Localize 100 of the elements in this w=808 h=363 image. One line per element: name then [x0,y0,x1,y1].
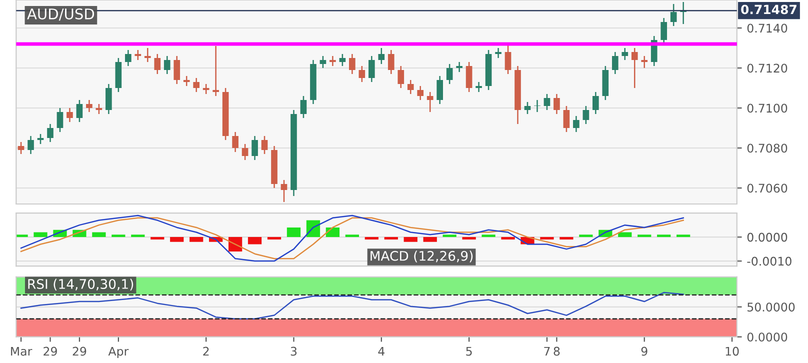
candlestick [37,133,44,145]
candlestick [582,105,590,125]
candlestick [47,123,54,143]
candlestick [28,135,34,155]
bar [131,234,145,238]
candlestick [446,63,453,85]
candlestick [280,179,288,203]
x-tick-label: 29 [44,346,57,356]
candlestick [573,115,580,133]
candlestick [660,17,668,45]
candlestick [18,141,24,155]
x-tick-label: 4 [378,346,384,356]
candlestick [622,47,628,61]
bar [638,234,652,238]
candlestick [407,79,414,95]
candlestick [330,55,336,67]
candlestick [388,49,394,75]
candlestick [76,99,83,123]
candlestick [320,55,326,69]
bar [326,227,340,238]
candlestick [592,91,599,115]
x-tick-label: 29 [72,346,86,356]
candlestick [66,107,73,123]
candlestick [426,91,434,113]
y-tick-label: 0.7140 [747,24,788,33]
y-tick-label: 0.7120 [747,64,788,73]
chart-title: AUD/USD [27,8,94,21]
chart-title: RSI (14,70,30,1) [28,278,134,291]
candlestick [466,61,472,93]
line-series [20,292,684,320]
candlestick [554,93,560,115]
candlestick [96,103,102,115]
candlestick [202,83,210,95]
x-tick-label: 7 [544,346,550,356]
candlestick [495,47,502,59]
candlestick [641,55,648,69]
candlestick [144,47,151,63]
candlestick [232,131,238,153]
candlestick [378,47,385,65]
candlestick [476,81,482,93]
x-tick-label: 3 [290,346,297,356]
candlestick [563,105,570,133]
candlestick [456,61,462,73]
candlestick [544,93,550,111]
x-tick-label: Apr [108,346,129,358]
bar [112,234,126,238]
candlestick [193,77,200,93]
candlestick [417,85,424,101]
candlestick [174,55,180,85]
candlestick [631,47,638,89]
bar [190,237,204,242]
candlestick [398,65,404,89]
bar [248,237,262,244]
bar [92,232,106,238]
ref-line-label: 0.71487 [741,4,796,14]
x-tick-label: Mar [11,346,32,356]
candlestick [339,53,346,67]
candlestick [504,43,512,75]
bar [345,234,359,238]
candlestick [368,55,375,83]
candlestick [125,49,132,67]
candlestick [134,49,142,61]
candlestick [261,135,268,155]
y-tick-label: 0.7060 [747,184,788,193]
bar [657,234,671,238]
candlestick [252,135,258,161]
candlestick [349,53,356,75]
y-tick-label: 50.0000 [748,302,795,312]
text: MACD (12,26,9) [370,250,473,262]
candlestick [300,95,307,119]
bar [442,234,456,238]
bar [676,234,690,238]
y-tick-label: 0.0000 [747,332,788,342]
y-tick-label: 0.7100 [747,104,788,113]
candlestick [524,101,531,115]
candlestick [436,75,443,105]
y-tick-label: 0.7080 [747,144,788,153]
x-tick-label: 8 [554,346,560,356]
candlestick [106,83,112,115]
y-tick-label: -0.0010 [747,256,792,266]
candlestick [212,45,219,97]
bar [482,234,496,238]
bar [579,234,593,238]
candlestick [154,53,161,75]
x-tick-label: 5 [466,346,472,356]
y-tick-label: 0.0000 [747,232,788,242]
candlestick [183,75,190,87]
candlestick [242,143,248,161]
candlestick [164,55,170,75]
candlestick [670,3,677,27]
bar [286,227,301,238]
candlestick [534,99,540,113]
candlestick [56,107,64,133]
bar [34,232,48,238]
candlestick [86,99,92,113]
bar [404,237,418,242]
candlestick [358,65,366,83]
x-tick-label: 10 [726,346,739,356]
bar [170,237,184,242]
bar [228,237,242,252]
